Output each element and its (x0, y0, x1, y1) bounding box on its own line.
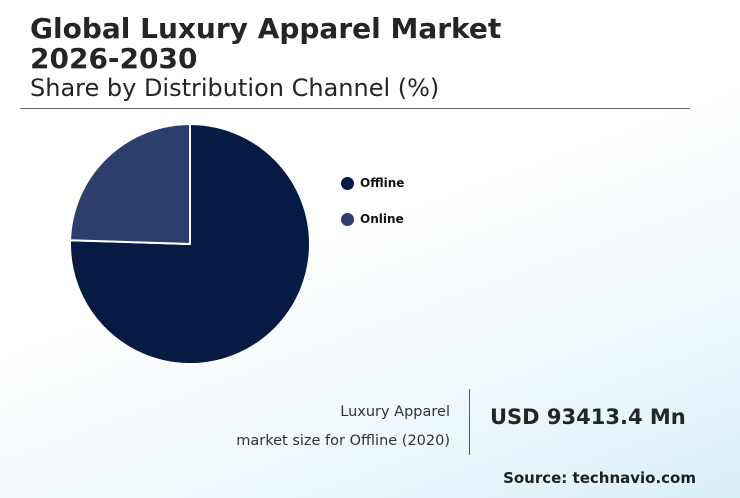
header-divider (20, 108, 690, 109)
legend-item-online: Online (341, 210, 404, 228)
source-credit: Source: technavio.com (503, 469, 696, 487)
legend-label-online: Online (360, 212, 404, 226)
legend-swatch-online (341, 212, 354, 226)
chart-legend: Offline Online (341, 174, 404, 246)
legend-label-offline: Offline (360, 176, 405, 190)
chart-subtitle: Share by Distribution Channel (%) (30, 74, 440, 102)
stat-divider (469, 389, 470, 455)
legend-item-offline: Offline (341, 174, 404, 192)
market-size-caption-line2: market size for Offline (2020) (236, 433, 450, 449)
legend-swatch-offline (341, 176, 354, 190)
market-size-caption-line1: Luxury Apparel (340, 404, 450, 420)
pie-slice-online (69, 123, 191, 245)
pie-chart (69, 123, 311, 365)
chart-title: Global Luxury Apparel Market 2026-2030 (30, 12, 502, 75)
market-size-caption: Luxury Apparel market size for Offline (… (236, 398, 450, 456)
market-size-value: USD 93413.4 Mn (490, 405, 686, 429)
